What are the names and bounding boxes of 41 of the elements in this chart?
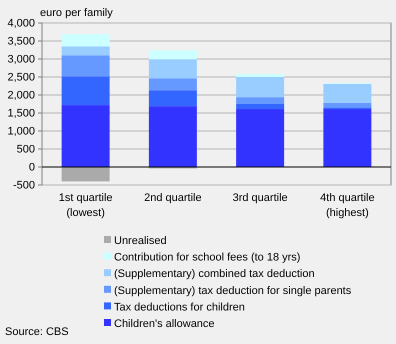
legend-label: Unrealised bbox=[114, 235, 167, 247]
x-tick-label: 2nd quartile bbox=[144, 192, 202, 204]
y-tick-label: 3,500 bbox=[7, 36, 35, 48]
y-tick-label: 1,000 bbox=[7, 126, 35, 138]
bar bbox=[236, 104, 284, 110]
bar bbox=[236, 109, 284, 167]
bar bbox=[62, 55, 110, 76]
bar bbox=[62, 167, 110, 182]
x-tick-label: 3rd quartile bbox=[232, 192, 288, 204]
bar bbox=[62, 34, 110, 46]
legend-label: (Supplementary) tax deduction for single parents bbox=[114, 284, 352, 297]
bar bbox=[323, 84, 372, 103]
bar bbox=[236, 74, 284, 77]
bar bbox=[236, 77, 284, 98]
x-tick-label: 4th quartile (highest) bbox=[320, 192, 375, 219]
y-tick-label: -500 bbox=[12, 180, 35, 192]
legend-label: Tax deductions for children bbox=[114, 301, 245, 314]
bar bbox=[148, 90, 197, 106]
bar bbox=[62, 105, 110, 167]
y-tick-label: 3,000 bbox=[7, 54, 35, 66]
x-tick-label: 1st quartile (lowest) bbox=[58, 192, 113, 219]
bar bbox=[148, 59, 197, 78]
y-tick-label: 4,000 bbox=[7, 18, 35, 30]
legend-label: Contribution for school fees (to 18 yrs) bbox=[114, 252, 300, 264]
y-tick-label: 2,500 bbox=[7, 72, 35, 84]
y-tick-label: 0 bbox=[28, 162, 35, 174]
y-tick-label: 2,000 bbox=[7, 90, 35, 102]
legend-label: (Supplementary) combined tax deduction bbox=[114, 268, 315, 280]
bar bbox=[62, 76, 110, 106]
legend-label: Children's allowance bbox=[114, 318, 215, 330]
bar bbox=[62, 46, 110, 56]
y-tick-label: 1,500 bbox=[7, 108, 35, 120]
source-note: Source: CBS bbox=[5, 326, 69, 338]
y-tick-label: 500 bbox=[16, 144, 35, 156]
bar bbox=[148, 106, 197, 167]
y-axis-title: euro per family bbox=[40, 7, 114, 19]
bar bbox=[148, 78, 197, 90]
bar bbox=[236, 97, 284, 104]
bar bbox=[148, 50, 197, 60]
bar bbox=[323, 109, 372, 167]
bar bbox=[323, 102, 372, 108]
